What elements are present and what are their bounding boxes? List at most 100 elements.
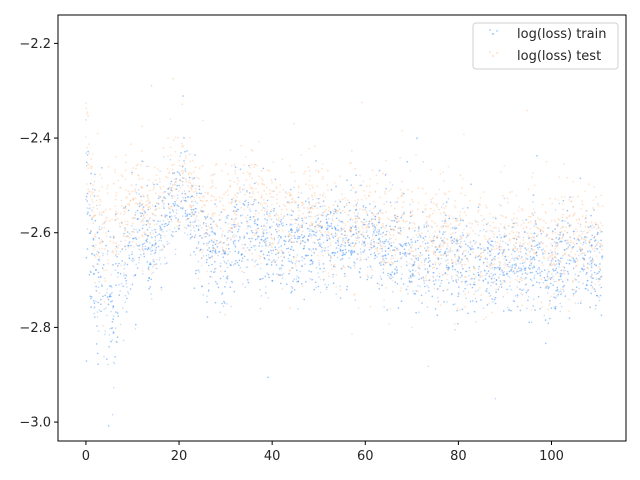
data-point	[265, 292, 267, 294]
data-point	[439, 285, 441, 287]
data-point	[247, 225, 249, 227]
data-point	[290, 231, 293, 233]
data-point	[424, 285, 426, 288]
data-point	[535, 281, 538, 284]
data-point	[482, 279, 484, 282]
data-point	[549, 299, 551, 302]
data-point	[92, 273, 95, 275]
data-point	[472, 248, 474, 250]
data-point	[584, 235, 586, 238]
data-point	[464, 293, 467, 295]
data-point	[191, 235, 193, 238]
data-point	[559, 231, 561, 234]
data-point	[254, 164, 256, 166]
data-point	[487, 222, 490, 224]
data-point	[243, 255, 246, 258]
data-point	[468, 246, 471, 249]
data-point	[355, 174, 357, 176]
data-point	[432, 271, 435, 274]
data-point	[566, 241, 568, 244]
data-point	[432, 280, 435, 282]
data-point	[368, 249, 371, 251]
data-point	[593, 263, 596, 266]
data-point	[528, 264, 531, 267]
data-point	[515, 264, 517, 267]
data-point	[550, 307, 553, 309]
data-point	[167, 187, 170, 190]
data-point	[355, 174, 357, 176]
data-point	[112, 332, 115, 334]
data-point	[148, 277, 150, 279]
data-point	[270, 264, 273, 266]
data-point	[539, 286, 542, 289]
data-point	[94, 281, 96, 284]
data-point	[112, 236, 115, 239]
data-point	[555, 263, 558, 265]
data-point	[249, 218, 251, 221]
data-point	[503, 249, 505, 251]
data-point	[202, 242, 205, 245]
data-point	[598, 299, 601, 302]
data-point	[229, 179, 232, 182]
data-point	[354, 209, 357, 211]
data-point	[308, 203, 311, 205]
data-point	[402, 252, 404, 255]
data-point	[524, 267, 526, 270]
data-point	[591, 287, 594, 289]
data-point	[116, 255, 118, 258]
data-point	[324, 249, 326, 252]
data-point	[559, 272, 562, 275]
data-point	[365, 185, 368, 188]
data-point	[461, 275, 463, 277]
data-point	[494, 255, 496, 258]
data-point	[590, 275, 592, 278]
data-point	[316, 239, 319, 242]
data-point	[344, 245, 346, 247]
data-point	[410, 238, 412, 241]
data-point	[475, 220, 478, 223]
data-point	[594, 290, 597, 293]
data-point	[301, 224, 304, 226]
data-point	[548, 304, 550, 306]
data-point	[273, 207, 276, 210]
data-point	[350, 251, 352, 254]
data-point	[426, 306, 429, 308]
data-point	[343, 272, 346, 275]
data-point	[96, 352, 99, 355]
data-point	[116, 341, 118, 343]
data-point	[601, 205, 604, 208]
data-point	[326, 184, 329, 187]
data-point	[369, 305, 372, 308]
data-point	[411, 236, 414, 239]
data-point	[434, 308, 437, 310]
data-point	[344, 224, 347, 227]
data-point	[447, 268, 450, 271]
data-point	[459, 219, 462, 222]
data-point	[298, 260, 300, 263]
data-point	[370, 277, 373, 279]
data-point	[296, 254, 299, 256]
data-point	[332, 273, 335, 276]
data-point	[451, 265, 454, 267]
data-point	[372, 233, 374, 236]
data-point	[480, 299, 482, 301]
data-point	[545, 233, 548, 236]
data-point	[547, 292, 549, 294]
data-point	[87, 115, 90, 118]
data-point	[365, 220, 368, 223]
data-point	[169, 211, 171, 214]
data-point	[309, 263, 312, 266]
data-point	[89, 295, 92, 298]
data-point	[380, 264, 382, 266]
data-point	[428, 257, 430, 259]
data-point	[213, 196, 216, 198]
data-point	[216, 283, 218, 285]
data-point	[326, 228, 328, 231]
data-point	[518, 281, 521, 283]
data-point	[439, 251, 441, 253]
data-point	[99, 276, 102, 279]
data-point	[422, 237, 425, 239]
data-point	[374, 254, 377, 256]
data-point	[208, 240, 211, 243]
data-point	[153, 166, 156, 169]
